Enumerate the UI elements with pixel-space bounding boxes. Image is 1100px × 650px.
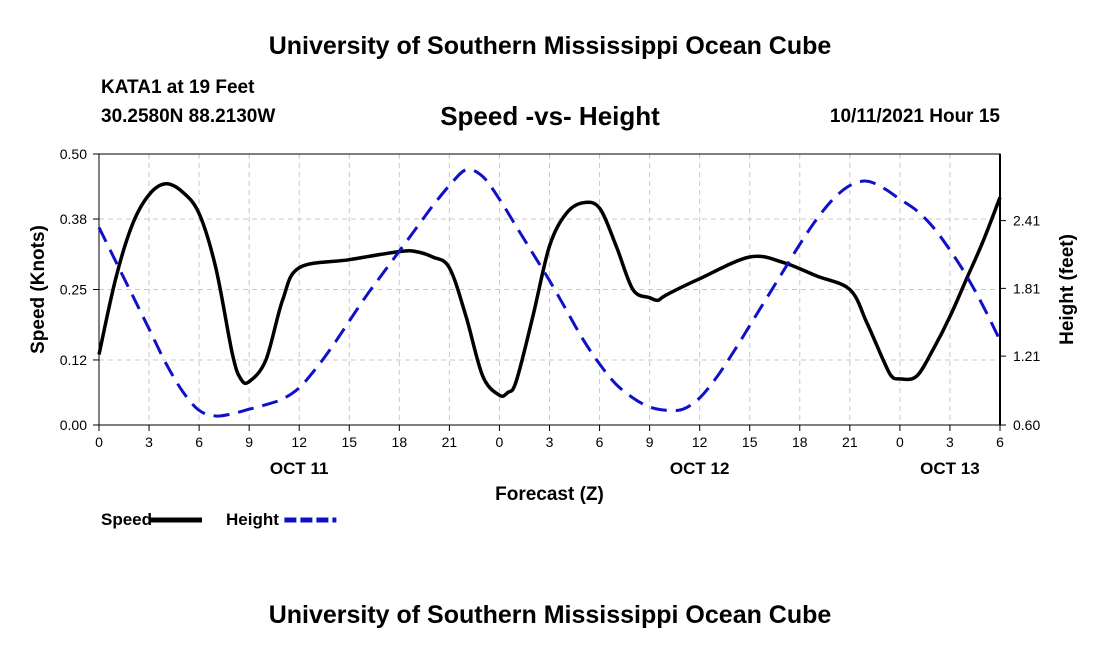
x-tick-label: 6 bbox=[996, 434, 1004, 450]
series-lines bbox=[97, 167, 1002, 418]
y-tick-label-left: 0.12 bbox=[60, 352, 87, 368]
x-tick-label: 0 bbox=[496, 434, 504, 450]
x-tick-label: 21 bbox=[842, 434, 858, 450]
y-tick-label-right: 1.21 bbox=[1013, 348, 1040, 364]
y-axis-title-left: Speed (Knots) bbox=[28, 225, 49, 354]
x-tick-label: 15 bbox=[341, 434, 357, 450]
x-tick-label: 12 bbox=[692, 434, 708, 450]
speed-series-line bbox=[97, 182, 1002, 398]
height-series-line bbox=[97, 167, 1002, 418]
y-tick-label-right: 1.81 bbox=[1013, 280, 1040, 296]
y-tick-label-left: 0.50 bbox=[60, 146, 87, 162]
x-tick-label: 0 bbox=[95, 434, 103, 450]
y-tick-label-left: 0.00 bbox=[60, 417, 87, 433]
x-tick-label: 6 bbox=[195, 434, 203, 450]
y-tick-label-right: 2.41 bbox=[1013, 213, 1040, 229]
y-tick-label-left: 0.25 bbox=[60, 282, 87, 298]
x-tick-label: 6 bbox=[596, 434, 604, 450]
forecast-datetime: 10/11/2021 Hour 15 bbox=[829, 106, 1000, 127]
date-label: OCT 12 bbox=[670, 459, 730, 478]
x-tick-label: 3 bbox=[145, 434, 153, 450]
grid-lines bbox=[99, 154, 1000, 425]
legend-label-height: Height bbox=[226, 510, 279, 529]
x-tick-label: 9 bbox=[245, 434, 253, 450]
x-tick-label: 3 bbox=[946, 434, 954, 450]
x-tick-label: 15 bbox=[742, 434, 758, 450]
x-tick-label: 9 bbox=[646, 434, 654, 450]
axis-labels: 0 3 6 9 12 15 18 21 0 3 6 9 12 15 18 21 0 3 6 0.00 0.12 0.25 0… bbox=[28, 146, 1078, 505]
x-tick-label: 18 bbox=[392, 434, 408, 450]
x-tick-label: 3 bbox=[546, 434, 554, 450]
y-axis-title-right: Height (feet) bbox=[1057, 234, 1078, 345]
chart-title: Speed -vs- Height bbox=[440, 101, 660, 131]
station-label: KATA1 at 19 Feet bbox=[101, 77, 255, 98]
date-label: OCT 13 bbox=[920, 459, 980, 478]
y-tick-label-left: 0.38 bbox=[60, 211, 87, 227]
y-tick-label-right: 0.60 bbox=[1013, 417, 1040, 433]
date-label: OCT 11 bbox=[270, 459, 329, 478]
station-coordinates: 30.2580N 88.2130W bbox=[101, 106, 276, 127]
legend-label-speed: Speed bbox=[101, 510, 152, 529]
x-axis-title: Forecast (Z) bbox=[495, 484, 604, 505]
x-tick-label: 0 bbox=[896, 434, 904, 450]
x-tick-label: 18 bbox=[792, 434, 808, 450]
footer-title: University of Southern Mississippi Ocean… bbox=[268, 601, 832, 629]
legend: Speed Height bbox=[101, 510, 337, 529]
x-tick-label: 12 bbox=[291, 434, 307, 450]
page-title: University of Southern Mississippi Ocean… bbox=[268, 32, 832, 60]
x-tick-label: 21 bbox=[442, 434, 458, 450]
